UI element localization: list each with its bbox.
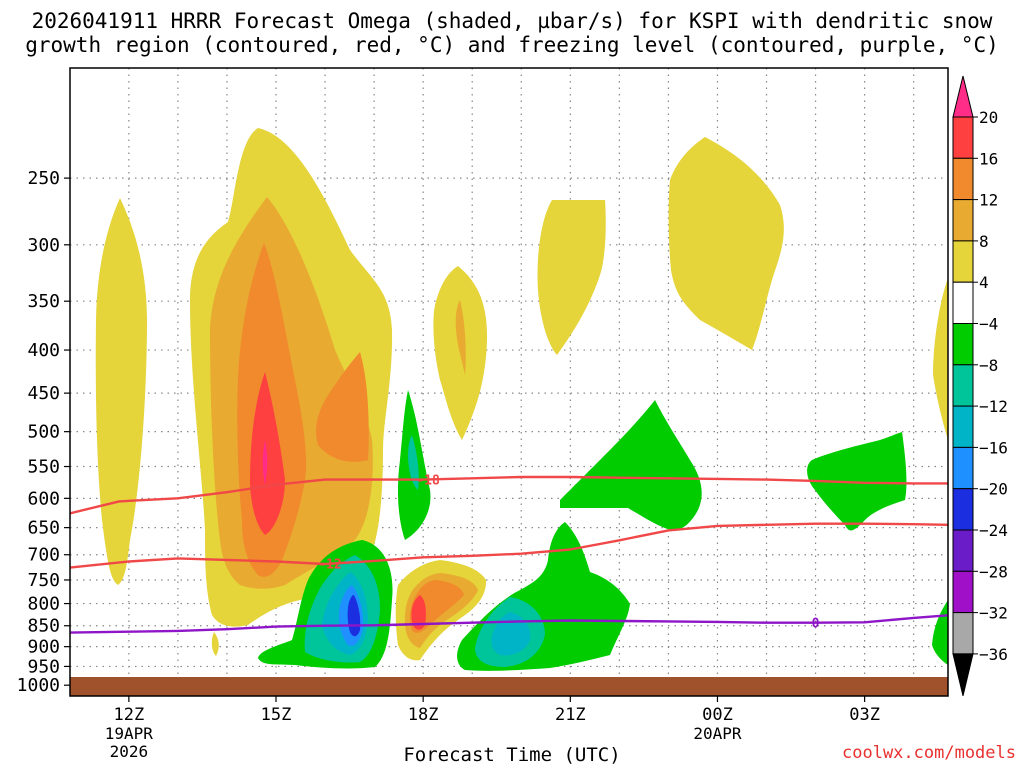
omega-shading-layer bbox=[95, 128, 948, 671]
y-tick-label: 750 bbox=[27, 570, 60, 591]
site-credit: coolwx.com/models bbox=[842, 743, 1016, 763]
colorbar-label: 12 bbox=[979, 191, 998, 210]
plot-frame bbox=[69, 67, 949, 697]
omega-positive-region bbox=[250, 372, 285, 535]
colorbar-label: −32 bbox=[979, 604, 1008, 623]
colorbar-swatch bbox=[952, 446, 974, 490]
y-tick-label: 400 bbox=[27, 340, 60, 361]
x-tick-label: 03Z bbox=[849, 705, 880, 725]
x-tick-label: 18Z bbox=[408, 705, 439, 725]
isotherm-line-0 bbox=[70, 475, 948, 515]
y-tick-label: 350 bbox=[27, 291, 60, 312]
colorbar-label: −36 bbox=[979, 645, 1008, 664]
colorbar-swatch bbox=[952, 488, 974, 531]
colorbar-label: −24 bbox=[979, 521, 1008, 540]
y-tick-label: 900 bbox=[27, 637, 60, 658]
colorbar-label: −16 bbox=[979, 438, 1008, 457]
colorbar-swatch bbox=[952, 323, 974, 366]
y-tick-label: 250 bbox=[27, 168, 60, 189]
isotherm-label: 0 bbox=[812, 617, 820, 632]
colorbar-label: 20 bbox=[979, 108, 998, 127]
colorbar-label: −20 bbox=[979, 480, 1008, 499]
y-tick-label: 500 bbox=[27, 422, 60, 443]
colorbar-label: 4 bbox=[979, 273, 989, 292]
x-tick-label: 21Z bbox=[555, 705, 586, 725]
colorbar-label: −12 bbox=[979, 397, 1008, 416]
colorbar-swatch bbox=[952, 405, 974, 448]
chart-title-line2: growth region (contoured, red, °C) and f… bbox=[25, 33, 999, 57]
y-tick-label: 700 bbox=[27, 545, 60, 566]
omega-positive-region bbox=[537, 200, 606, 355]
omega-positive-region bbox=[262, 440, 268, 485]
chart-title-line1: 2026041911 HRRR Forecast Omega (shaded, … bbox=[31, 9, 993, 33]
colorbar-label: 16 bbox=[979, 149, 998, 168]
colorbar-label: −8 bbox=[979, 356, 998, 375]
x-tick-date: 19APR bbox=[105, 724, 154, 743]
x-tick-label: 12Z bbox=[114, 705, 145, 725]
y-tick-label: 300 bbox=[27, 235, 60, 256]
colorbar-swatch bbox=[952, 570, 974, 614]
omega-negative-region bbox=[807, 432, 907, 531]
colorbar-swatch bbox=[952, 281, 974, 325]
omega-positive-region bbox=[668, 137, 784, 350]
colorbar-label: 8 bbox=[979, 232, 989, 251]
x-tick-year: 2026 bbox=[110, 742, 149, 761]
colorbar-swatch bbox=[952, 199, 974, 242]
colorbar-bottom-arrow bbox=[952, 653, 974, 697]
isotherm-line-2 bbox=[70, 614, 948, 634]
ground-surface-bar bbox=[70, 677, 948, 696]
omega-positive-region bbox=[95, 198, 148, 585]
y-axis: 2503003504004505005506006507007508008509… bbox=[17, 168, 70, 696]
y-tick-label: 550 bbox=[27, 457, 60, 478]
omega-positive-region bbox=[411, 595, 426, 630]
omega-positive-region bbox=[211, 632, 219, 656]
omega-negative-region bbox=[560, 400, 702, 531]
colorbar-top-arrow bbox=[952, 75, 974, 118]
isotherm-label: -12 bbox=[318, 558, 341, 573]
y-tick-label: 950 bbox=[27, 656, 60, 677]
isotherm-line-1 bbox=[70, 522, 948, 569]
colorbar-swatch bbox=[952, 612, 974, 655]
omega-positive-region bbox=[315, 352, 369, 462]
y-tick-label: 600 bbox=[27, 488, 60, 509]
y-tick-label: 650 bbox=[27, 518, 60, 539]
omega-positive-region bbox=[933, 278, 948, 440]
colorbar-swatch bbox=[952, 240, 974, 283]
colorbar-swatch bbox=[952, 157, 974, 201]
x-axis-title: Forecast Time (UTC) bbox=[403, 744, 621, 766]
y-tick-label: 850 bbox=[27, 616, 60, 637]
isotherm-layer bbox=[70, 475, 948, 634]
omega-positive-region bbox=[455, 300, 466, 375]
omega-negative-region bbox=[408, 435, 419, 490]
y-tick-label: 450 bbox=[27, 383, 60, 404]
colorbar-swatch bbox=[952, 364, 974, 407]
colorbar-swatch bbox=[952, 529, 974, 572]
x-tick-label: 15Z bbox=[261, 705, 292, 725]
x-tick-label: 00Z bbox=[702, 705, 733, 725]
colorbar: 20 16 12 8 4 −4 −8 −12 −16 −20 −24 −28 −32 −36 bbox=[952, 75, 1008, 697]
y-tick-label: 1000 bbox=[17, 675, 60, 696]
colorbar-label: −28 bbox=[979, 562, 1008, 581]
y-tick-label: 800 bbox=[27, 594, 60, 615]
isotherm-label: -18 bbox=[416, 473, 440, 488]
isotherm-label-layer: -18 -12 0 bbox=[318, 473, 820, 632]
colorbar-swatch bbox=[952, 116, 974, 159]
x-tick-date: 20APR bbox=[693, 724, 742, 743]
colorbar-label: −4 bbox=[979, 315, 998, 334]
